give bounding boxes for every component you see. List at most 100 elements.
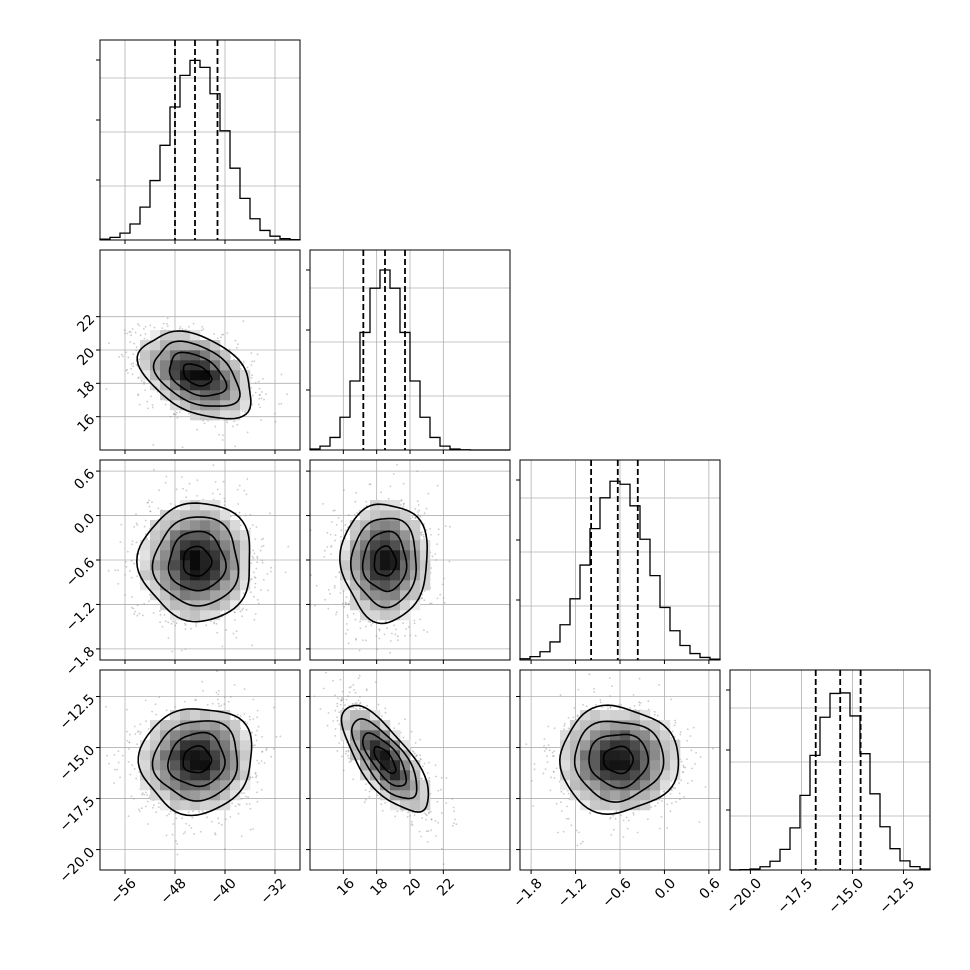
contour-level-2 [151,720,239,802]
sample-point [133,725,136,728]
contour-level-2 [573,720,665,803]
sample-point [357,677,360,680]
density-cell [370,740,381,751]
density-cell [620,710,631,721]
sample-point [249,513,252,516]
sample-point [414,742,417,744]
sample-point [323,549,326,552]
density-cell [200,350,211,361]
density-cell [240,760,251,771]
sample-point [411,516,414,518]
sample-point [638,704,641,706]
sample-point [368,790,371,793]
sample-point [609,706,612,709]
density-cell [170,710,181,721]
sample-point [250,562,253,565]
sample-point [421,817,423,819]
density-cell [210,350,221,361]
sample-point [414,517,417,520]
density-cell [350,710,361,721]
density-cell [210,770,221,781]
sample-point [258,397,261,400]
density-cell [160,600,171,611]
sample-point [117,569,119,572]
sample-point [344,752,347,755]
sample-point [359,696,361,698]
sample-point [269,512,271,515]
sample-point [232,632,235,635]
sample-point [143,525,146,528]
density-cell [380,600,391,611]
sample-point [210,820,213,823]
density-cell [390,530,401,541]
sample-point [190,627,193,630]
sample-point [334,694,336,697]
density-cell [670,740,681,751]
sample-point [678,792,681,795]
density-cell [400,540,411,551]
density-cell [650,750,661,761]
sample-point [265,393,267,396]
sample-point [131,543,134,546]
sample-point [576,715,579,718]
sample-point [622,819,625,822]
sample-point [686,739,688,742]
sample-point [330,545,332,548]
sample-point [125,369,128,372]
density-cell [230,360,241,371]
sample-point [172,620,175,623]
sample-point [692,726,695,729]
sample-point [377,703,380,706]
sample-point [423,812,426,814]
density-cell [140,360,151,371]
sample-point [411,750,414,752]
density-cell [190,720,201,731]
density-cell [240,730,251,741]
sample-point [430,818,433,821]
panel-frame [729,669,931,871]
sample-point [260,397,263,400]
sample-point [252,744,255,747]
sample-point [127,372,129,374]
sample-point [239,367,242,370]
sample-point [329,533,332,536]
density-cell [160,770,171,781]
sample-point [254,744,256,746]
density-cell [220,530,231,541]
density-cell [660,760,671,771]
sample-point [152,406,154,409]
density-cell [380,790,391,801]
sample-point [108,342,110,344]
density-cell [190,400,201,411]
sample-point [272,748,275,750]
sample-point [670,788,673,791]
sample-point [656,714,659,717]
sample-point [413,752,416,755]
sample-point [256,709,259,712]
sample-point [165,475,168,478]
sample-point [142,614,144,617]
y-axis-1: 16 18 20 22 [74,312,100,436]
sample-point [686,758,688,761]
sample-point [345,596,348,599]
sample-point [445,802,448,804]
sample-point [237,812,240,815]
sample-point [422,533,425,536]
sample-point [611,685,613,688]
sample-point [315,584,318,587]
contour-level-0 [182,545,213,577]
density-cell [210,410,221,421]
sample-point [137,393,140,396]
sample-point [148,499,151,502]
sample-point [576,714,579,717]
density-cell [200,580,211,591]
sample-point [366,704,368,707]
sample-point [442,597,445,599]
density-cell [220,560,231,571]
density-cell [160,540,171,551]
density-cell [630,770,641,781]
density-cell [410,530,421,541]
sample-point [233,684,236,686]
sample-point [683,796,685,798]
density-cell [630,800,641,811]
